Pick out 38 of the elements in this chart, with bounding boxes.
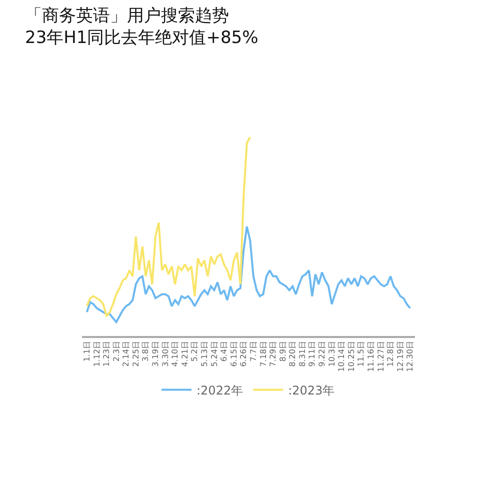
chart-subtitle: 23年H1同比去年绝对值+85%: [25, 28, 258, 48]
x-tick-label: 5.13日: [200, 340, 210, 367]
x-tick-label: 10.25日: [346, 340, 356, 372]
x-tick-label: 6.15日: [229, 340, 238, 367]
x-tick-label: 12.30日: [406, 340, 415, 372]
x-tick-label: 7.18日: [258, 340, 268, 367]
x-tick-label: 5.24日: [210, 340, 219, 367]
x-tick-label: 11.5日: [356, 340, 366, 367]
x-tick-label: 1.12日: [92, 340, 102, 367]
x-tick-label: 4.10日: [170, 340, 180, 367]
x-tick-label: 8.9日: [278, 340, 288, 362]
chart-title: 「商务英语」用户搜索趋势: [25, 6, 229, 26]
x-tick-label: 9.22日: [318, 340, 327, 367]
x-tick-label: 7.7日: [249, 340, 258, 362]
x-tick-label: 8.20日: [288, 340, 298, 367]
x-tick-label: 8.31日: [298, 340, 307, 367]
x-tick-label: 2.25日: [131, 340, 140, 367]
x-tick-label: 9.11日: [308, 340, 317, 367]
legend-label: :2022年: [196, 383, 244, 398]
legend-label: :2023年: [288, 383, 335, 398]
x-tick-label: 1.23日: [102, 340, 112, 367]
x-tick-label: 3.19日: [151, 340, 160, 367]
x-tick-label: 11.27日: [376, 340, 386, 372]
x-tick-label: 2.3日: [112, 340, 121, 362]
x-tick-label: 6.26日: [239, 340, 248, 367]
x-tick-label: 3.30日: [160, 340, 170, 367]
x-tick-label: 6.4日: [220, 340, 229, 362]
x-tick-label: 2.14日: [122, 340, 131, 367]
x-tick-label: 11.16日: [366, 340, 376, 372]
x-tick-label: 7.29日: [268, 340, 278, 367]
x-tick-label: 10.14日: [337, 340, 346, 372]
x-tick-label: 10.3日: [327, 340, 336, 367]
x-tick-label: 5.2日: [190, 340, 200, 362]
x-tick-label: 12.8日: [386, 340, 396, 367]
x-tick-label: 1.1日: [82, 340, 92, 362]
x-tick-label: 4.21日: [180, 340, 190, 367]
x-tick-label: 12.19日: [396, 340, 405, 372]
x-tick-label: 3.8日: [141, 340, 150, 362]
